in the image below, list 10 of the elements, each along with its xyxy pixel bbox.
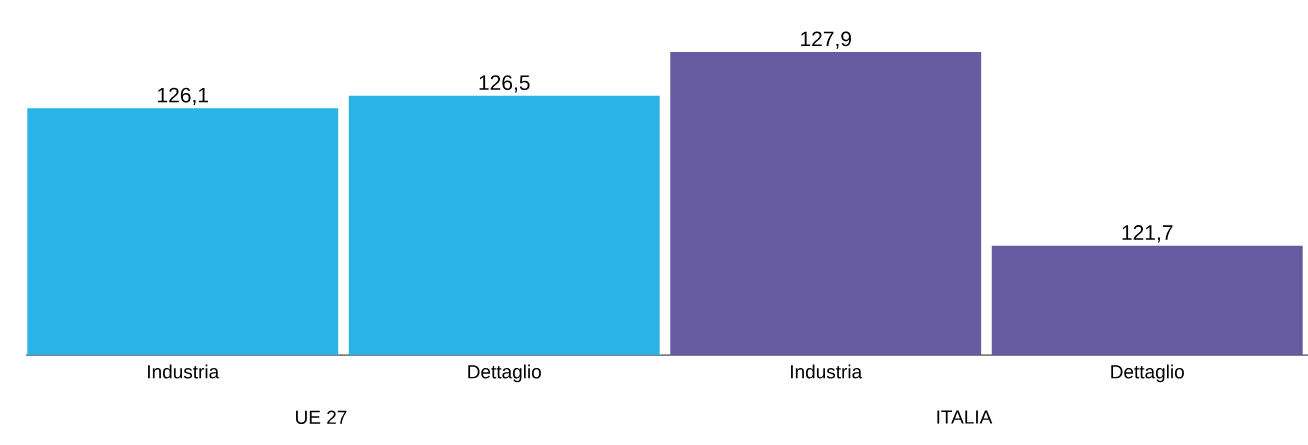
- data-label: 126,5: [479, 75, 530, 93]
- x-tick-label: Industria: [148, 364, 220, 379]
- data-label: 126,1: [158, 87, 208, 106]
- data-label: 127,9: [801, 31, 851, 49]
- x-tick-label: Dettaglio: [468, 364, 541, 383]
- x-tick-label: Dettaglio: [1111, 364, 1184, 383]
- data-label: 121,7: [1122, 225, 1173, 243]
- text: ITALIA: [937, 410, 993, 424]
- x-tick-label: Industria: [791, 364, 863, 379]
- text: UE 27: [296, 410, 347, 424]
